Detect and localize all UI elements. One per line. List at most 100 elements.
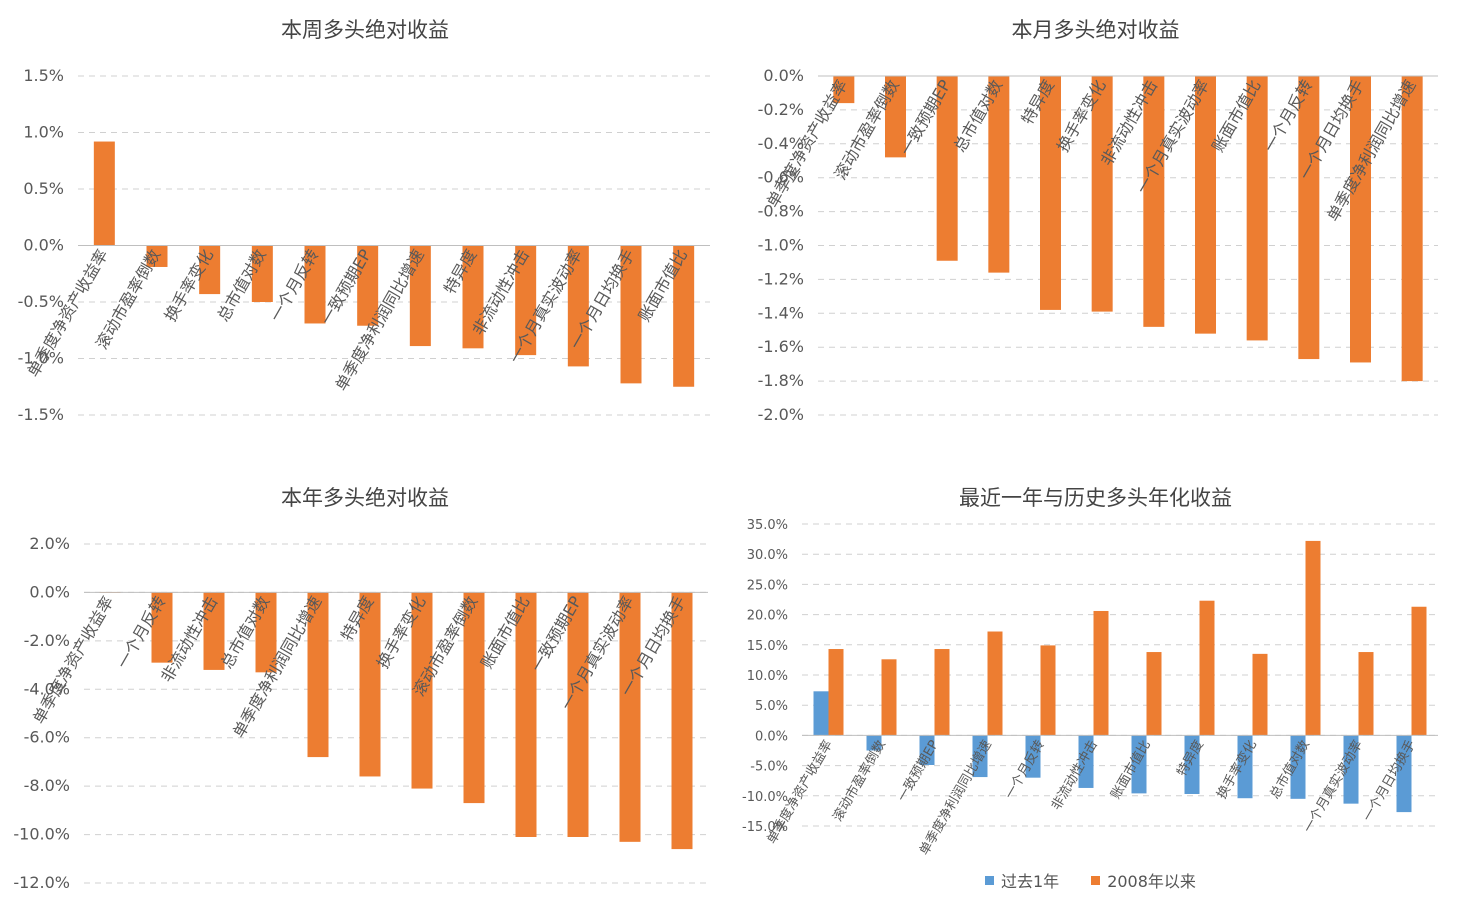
category-label: 一致预期EP <box>895 738 942 805</box>
y-tick-label: -0.8% <box>758 202 804 221</box>
bar <box>411 592 433 789</box>
y-tick-label: -0.4% <box>758 134 804 153</box>
bar <box>146 245 168 267</box>
bar <box>881 659 897 736</box>
y-tick-label: -1.5% <box>18 405 64 424</box>
bar <box>673 245 695 387</box>
bar <box>1143 76 1165 327</box>
chart-svg: 0.0% -0.2% -0.4% -0.6% -0.8% -1.0% -1.2% -1.4% -… <box>758 66 1438 424</box>
bar <box>567 245 589 367</box>
bar <box>1025 735 1041 778</box>
bar <box>1237 735 1253 799</box>
bar <box>359 592 381 777</box>
chart-svg: 35.0% 30.0% 25.0% 20.0% 15.0% 10.0% 5.0% 0.0% -5… <box>742 518 1438 858</box>
annualized-long-return-chart: 35.0% 30.0% 25.0% 20.0% 15.0% 10.0% 5.0% 0.0% -5… <box>730 468 1461 909</box>
bar <box>1199 600 1215 736</box>
category-label: 滚动市盈率倒数 <box>830 737 889 824</box>
y-tick-label: 2.0% <box>29 534 70 553</box>
bar <box>409 245 431 347</box>
legend-item-past-year: 过去1年 <box>985 868 1059 892</box>
bar <box>1195 76 1216 334</box>
y-tick-label: -5.0% <box>750 760 788 775</box>
legend-swatch-blue <box>985 875 994 885</box>
bar <box>1350 76 1371 363</box>
bar <box>1246 76 1268 341</box>
y-tick-label: -1.6% <box>758 337 804 356</box>
bar <box>988 76 1010 273</box>
weekly-long-return-chart: 1.5% 1.0% 0.5% 0.0% -0.5% -1.0% -1.5% 单季度净资产收益率… <box>0 0 730 455</box>
y-tick-label: 35.0% <box>747 518 788 533</box>
y-tick-label: -12.0% <box>13 873 70 892</box>
y-tick-label: 10.0% <box>747 669 788 684</box>
bar <box>1131 735 1147 794</box>
category-label: 总市值对数 <box>1267 737 1313 801</box>
y-tick-label: 20.0% <box>747 609 788 624</box>
y-tick-label: -1.4% <box>758 303 804 322</box>
bar <box>1146 652 1162 736</box>
bar <box>1091 76 1113 312</box>
bar <box>813 691 829 736</box>
y-tick-label: 1.0% <box>23 123 64 142</box>
bar <box>1305 540 1321 736</box>
chart-svg: 2.0% 0.0% -2.0% -4.0% -6.0% -8.0% -10.0% -12.0%… <box>13 534 708 892</box>
category-label: 单季度净资产收益率 <box>29 593 117 727</box>
y-tick-label: 15.0% <box>747 639 788 654</box>
bar <box>304 245 326 324</box>
y-tick-label: -1.0% <box>18 349 64 368</box>
y-tick-label: 0.5% <box>23 179 64 198</box>
monthly-long-return-chart: 0.0% -0.2% -0.4% -0.6% -0.8% -1.0% -1.2% -1.4% -… <box>730 0 1461 455</box>
bar <box>1298 76 1320 360</box>
y-tick-label: -0.2% <box>758 100 804 119</box>
category-label: 账面市值比 <box>1108 737 1154 801</box>
legend-label: 过去1年 <box>1001 872 1060 891</box>
bar <box>619 592 641 842</box>
bar <box>833 76 855 104</box>
bar <box>1184 735 1200 794</box>
y-tick-label: -1.2% <box>758 269 804 288</box>
y-tick-label: -0.6% <box>758 168 804 187</box>
chart-title: 最近一年与历史多头年化收益 <box>959 486 1232 510</box>
bar <box>1401 76 1423 382</box>
category-label: 一个月反转 <box>1002 738 1047 802</box>
y-tick-label: 1.5% <box>23 66 64 85</box>
bar <box>93 141 115 246</box>
chart-title: 本周多头绝对收益 <box>281 18 449 42</box>
bar <box>934 649 950 736</box>
y-tick-label: -2.0% <box>24 631 70 650</box>
bar <box>1252 653 1268 736</box>
chart-svg: 1.5% 1.0% 0.5% 0.0% -0.5% -1.0% -1.5% 单季度净资产收益率… <box>18 66 710 424</box>
bar <box>972 735 988 778</box>
bar <box>1290 735 1306 799</box>
bar <box>199 245 221 295</box>
bar <box>567 592 589 837</box>
bar <box>1040 645 1056 736</box>
bar <box>919 735 935 765</box>
y-tick-label: -15.0% <box>742 820 788 835</box>
bar <box>203 592 225 670</box>
y-tick-label: -4.0% <box>24 679 70 698</box>
bar <box>1411 606 1427 736</box>
bar <box>357 245 379 326</box>
bar <box>463 592 485 804</box>
y-tick-label: -10.0% <box>742 790 788 805</box>
bar <box>1343 735 1359 804</box>
y-tick-label: 0.0% <box>23 236 64 255</box>
y-tick-label: -1.0% <box>758 236 804 255</box>
legend-label: 2008年以来 <box>1107 872 1196 891</box>
y-tick-label: -1.8% <box>758 371 804 390</box>
bar <box>251 245 273 302</box>
y-tick-label: 0.0% <box>763 66 804 85</box>
chart-title: 本月多头绝对收益 <box>1011 18 1180 42</box>
bar <box>462 245 484 349</box>
y-tick-label: -8.0% <box>24 776 70 795</box>
bar <box>255 592 277 673</box>
y-tick-label: 0.0% <box>29 582 70 601</box>
bar <box>1093 610 1109 736</box>
bar <box>866 735 882 751</box>
legend-item-since-2008: 2008年以来 <box>1091 868 1196 892</box>
bar <box>1078 735 1094 788</box>
bar <box>885 76 906 158</box>
y-tick-label: -10.0% <box>13 825 70 844</box>
bar <box>828 649 844 736</box>
y-tick-label: 0.0% <box>755 729 788 744</box>
